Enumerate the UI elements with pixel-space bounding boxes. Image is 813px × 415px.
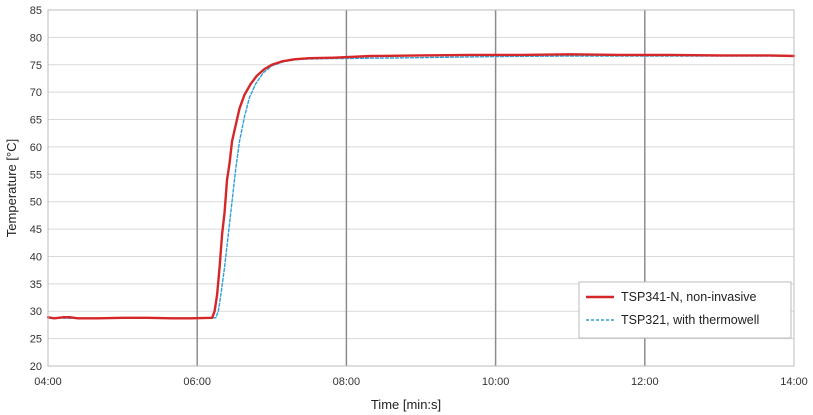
y-tick-label: 80: [30, 32, 42, 44]
legend-label-tsp341: TSP341-N, non-invasive: [621, 290, 757, 304]
legend-label-tsp321: TSP321, with thermowell: [621, 313, 759, 327]
y-tick-label: 65: [30, 115, 42, 127]
series-line-0: [46, 53, 796, 320]
x-axis-tick-labels: 04:00 06:00 08:00 10:00 12:00 14:00: [34, 376, 808, 388]
series-line-1: [47, 55, 795, 320]
plot-border: [47, 9, 795, 367]
y-tick-label: 35: [30, 279, 42, 291]
y-axis-tick-labels: 20 25 30 35 40 45 50 55 60 65 70 75 80 85: [30, 5, 42, 373]
y-tick-label: 70: [30, 87, 42, 99]
y-tick-label: 30: [30, 306, 42, 318]
y-tick-label: 20: [30, 361, 42, 373]
y-axis-title: Temperature [°C]: [4, 139, 19, 237]
y-tick-label: 25: [30, 334, 42, 346]
x-tick-label: 06:00: [183, 376, 211, 388]
series-layer: [46, 53, 796, 320]
x-tick-label: 12:00: [631, 376, 659, 388]
y-tick-label: 50: [30, 197, 42, 209]
y-tick-label: 45: [30, 224, 42, 236]
y-tick-label: 85: [30, 5, 42, 17]
x-tick-label: 08:00: [333, 376, 361, 388]
legend: TSP341-N, non-invasive TSP321, with ther…: [578, 281, 792, 339]
y-tick-label: 40: [30, 251, 42, 263]
x-tick-label: 10:00: [482, 376, 510, 388]
x-tick-label: 14:00: [780, 376, 808, 388]
legend-box: [578, 281, 792, 339]
y-tick-label: 60: [30, 142, 42, 154]
y-tick-label: 55: [30, 169, 42, 181]
x-tick-label: 04:00: [34, 376, 62, 388]
x-axis-title: Time [min:s]: [371, 397, 441, 412]
y-tick-label: 75: [30, 60, 42, 72]
